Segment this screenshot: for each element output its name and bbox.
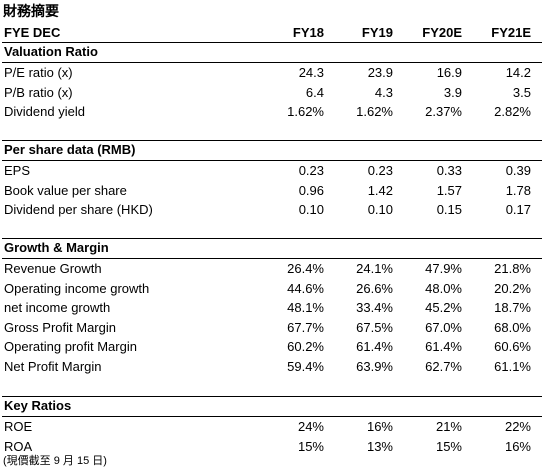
cell: 3.5: [512, 84, 531, 100]
rule: [2, 258, 542, 259]
row-label: Operating profit Margin: [4, 339, 137, 354]
rule: [2, 140, 542, 141]
column-header: FY20E: [422, 25, 462, 40]
cell: 13%: [366, 438, 393, 454]
cell: 20.2%: [494, 280, 531, 296]
cell: 59.4%: [287, 358, 324, 374]
cell: 0.23: [298, 163, 324, 178]
rule: [2, 238, 542, 239]
rule: [2, 160, 542, 161]
cell: 1.57: [436, 182, 462, 198]
column-header: FY18: [292, 25, 324, 40]
cell: 0.15: [436, 202, 462, 217]
row-label: Dividend yield: [4, 104, 85, 119]
row-label: net income growth: [4, 300, 111, 315]
cell: 67.0%: [425, 319, 462, 335]
cell: 45.2%: [425, 300, 462, 315]
cell: 6.4: [305, 84, 324, 100]
row-label: Book value per share: [4, 182, 127, 198]
footnote: (現價截至 9 月 15 日): [3, 455, 107, 467]
cell: 47.9%: [425, 261, 462, 276]
cell: 67.5%: [356, 319, 393, 335]
cell: 15%: [297, 438, 324, 454]
rule: [2, 42, 542, 43]
cell: 62.7%: [425, 358, 462, 374]
cell: 68.0%: [494, 319, 531, 335]
cell: 24%: [297, 419, 324, 434]
cell: 0.10: [367, 202, 393, 217]
row-label: P/E ratio (x): [4, 65, 73, 80]
cell: 33.4%: [356, 300, 393, 315]
cell: 61.4%: [356, 339, 393, 354]
cell: 14.2: [505, 65, 531, 80]
cell: 0.33: [436, 163, 462, 178]
section-title: Valuation Ratio: [4, 44, 98, 59]
title: 財務摘要: [3, 3, 59, 19]
cell: 23.9: [367, 65, 393, 80]
row-label: Revenue Growth: [4, 261, 102, 276]
cell: 3.9: [443, 84, 462, 100]
column-header: FY19: [361, 25, 393, 40]
cell: 16%: [504, 438, 531, 454]
section-title: Per share data (RMB): [4, 142, 136, 157]
cell: 18.7%: [494, 300, 531, 315]
cell: 2.82%: [494, 104, 531, 119]
cell: 0.39: [505, 163, 531, 178]
row-label: Net Profit Margin: [4, 358, 102, 374]
cell: 61.1%: [494, 358, 531, 374]
cell: 1.62%: [356, 104, 393, 119]
rule: [2, 62, 542, 63]
cell: 44.6%: [287, 280, 324, 296]
cell: 0.17: [505, 202, 531, 217]
column-header: FY21E: [491, 25, 531, 40]
section-title: Key Ratios: [4, 398, 72, 413]
row-label: P/B ratio (x): [4, 84, 73, 100]
cell: 24.3: [298, 65, 324, 80]
cell: 0.96: [298, 182, 324, 198]
cell: 60.6%: [494, 339, 531, 354]
cell: 16%: [366, 419, 393, 434]
cell: 26.4%: [287, 261, 324, 276]
cell: 4.3: [374, 84, 393, 100]
cell: 15%: [435, 438, 462, 454]
cell: 48.0%: [425, 280, 462, 296]
cell: 1.78: [505, 182, 531, 198]
row-label: ROA: [4, 438, 33, 454]
cell: 48.1%: [287, 300, 324, 315]
row-label: Gross Profit Margin: [4, 319, 116, 335]
header-label: FYE DEC: [4, 25, 61, 40]
cell: 1.42: [367, 182, 393, 198]
cell: 67.7%: [287, 319, 324, 335]
cell: 1.62%: [287, 104, 324, 119]
row-label: ROE: [4, 419, 33, 434]
cell: 61.4%: [425, 339, 462, 354]
cell: 22%: [504, 419, 531, 434]
rule: [2, 396, 542, 397]
cell: 21.8%: [494, 261, 531, 276]
cell: 0.23: [367, 163, 393, 178]
row-label: Operating income growth: [4, 280, 150, 296]
cell: 0.10: [298, 202, 324, 217]
section-title: Growth & Margin: [4, 240, 109, 255]
rule: [2, 416, 542, 417]
row-label: Dividend per share (HKD): [4, 202, 153, 217]
cell: 63.9%: [356, 358, 393, 374]
cell: 60.2%: [287, 339, 324, 354]
cell: 16.9: [436, 65, 462, 80]
cell: 2.37%: [425, 104, 462, 119]
cell: 26.6%: [356, 280, 393, 296]
cell: 24.1%: [356, 261, 393, 276]
cell: 21%: [435, 419, 462, 434]
row-label: EPS: [4, 163, 31, 178]
